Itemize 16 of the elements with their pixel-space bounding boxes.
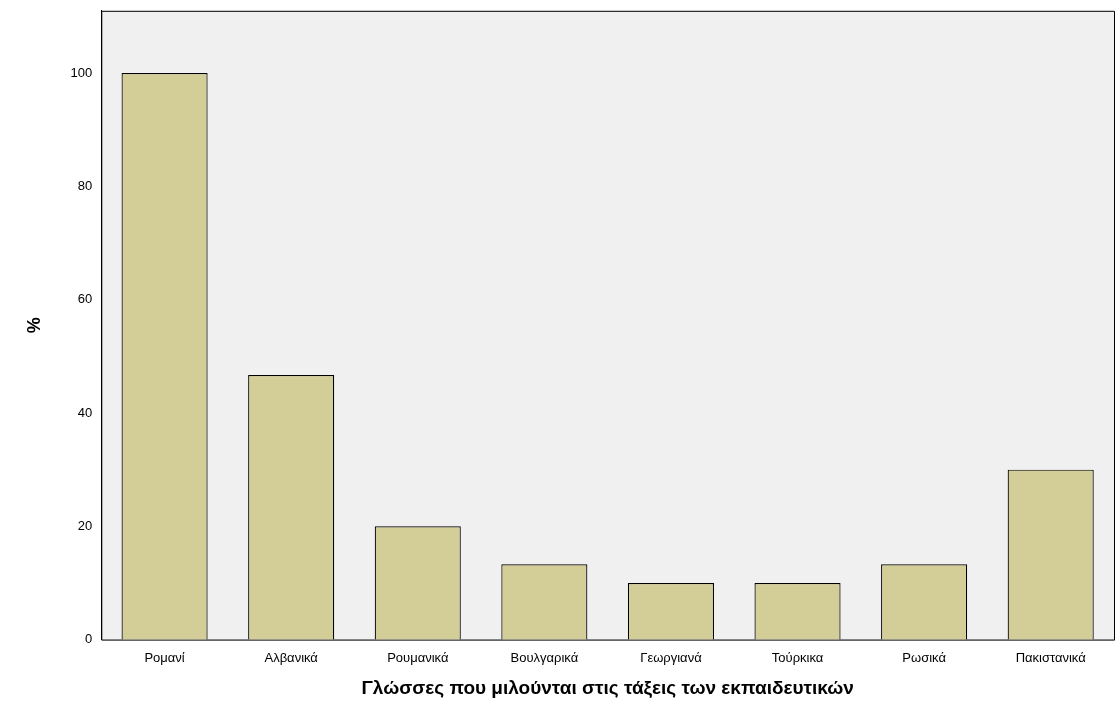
y-tick-label: 60 <box>77 291 93 307</box>
x-tick-label: Βουλγαρικά <box>510 649 579 665</box>
x-tick-label: Αλβανικά <box>264 649 319 665</box>
x-tick-label: Ρωσικά <box>902 649 947 665</box>
y-tick-label: 0 <box>85 631 93 647</box>
y-axis-title: % <box>23 317 44 334</box>
y-tick-label: 20 <box>77 517 93 533</box>
x-axis-title: Γλώσσες που μιλούνται στις τάξεις των εκπαιδευτικών <box>361 676 854 699</box>
y-tick-label: 100 <box>70 64 93 80</box>
x-tick-label: Ρουμανικά <box>387 649 449 665</box>
x-tick-label: Γεωργιανά <box>640 649 703 665</box>
x-tick-label: Τούρκικα <box>771 649 824 665</box>
x-tick-label: Πακιστανικά <box>1015 649 1087 665</box>
x-tick-label: Ρομανί <box>144 649 185 665</box>
y-tick-label: 40 <box>77 404 93 420</box>
y-tick-label: 80 <box>77 177 93 193</box>
